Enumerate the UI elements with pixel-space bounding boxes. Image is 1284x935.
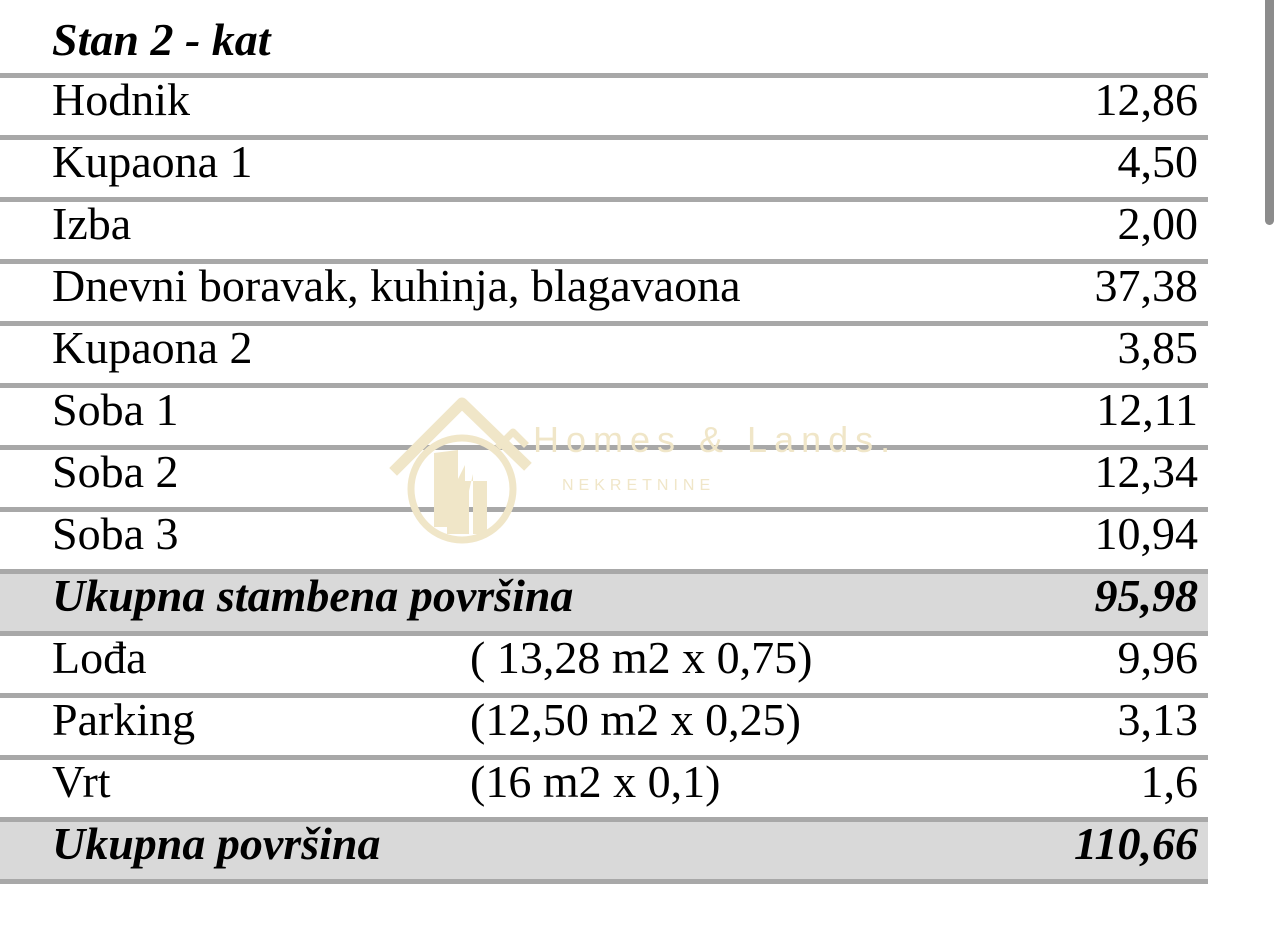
svg-text:Homes & Lands.: Homes & Lands. <box>533 419 897 460</box>
svg-text:NEKRETNINE: NEKRETNINE <box>562 477 715 494</box>
